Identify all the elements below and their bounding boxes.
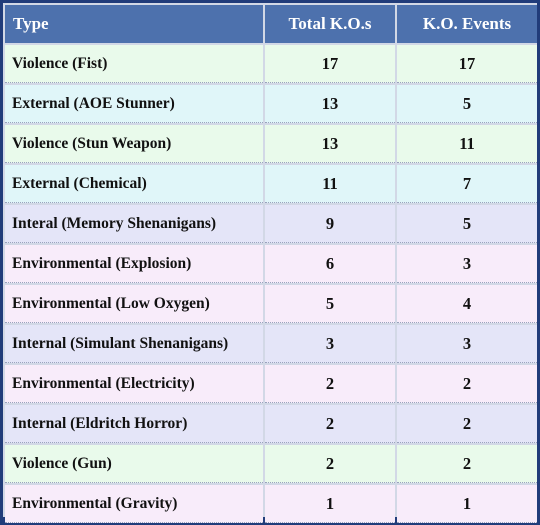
total-kos-cell: 13: [265, 125, 395, 163]
ko-events-cell: 4: [397, 285, 537, 323]
total-kos-cell: 2: [265, 365, 395, 403]
ko-events-cell: 2: [397, 445, 537, 483]
table-row: Violence (Gun) 2 2: [5, 445, 537, 483]
total-kos-cell: 3: [265, 325, 395, 363]
type-cell: Internal (Eldritch Horror): [5, 405, 263, 443]
ko-events-cell: 7: [397, 165, 537, 203]
table-row: Environmental (Low Oxygen) 5 4: [5, 285, 537, 323]
header-total-kos: Total K.O.s: [265, 5, 395, 43]
table-row: External (Chemical) 11 7: [5, 165, 537, 203]
table-row: Internal (Simulant Shenanigans) 3 3: [5, 325, 537, 363]
table-row: Interal (Memory Shenanigans) 9 5: [5, 205, 537, 243]
ko-events-cell: 2: [397, 365, 537, 403]
ko-events-cell: 3: [397, 325, 537, 363]
ko-events-cell: 11: [397, 125, 537, 163]
type-cell: External (AOE Stunner): [5, 85, 263, 123]
total-kos-cell: 2: [265, 405, 395, 443]
type-cell: Environmental (Gravity): [5, 485, 263, 523]
header-ko-events: K.O. Events: [397, 5, 537, 43]
table-row: External (AOE Stunner) 13 5: [5, 85, 537, 123]
total-kos-cell: 17: [265, 45, 395, 83]
total-kos-cell: 1: [265, 485, 395, 523]
table-row: Internal (Eldritch Horror) 2 2: [5, 405, 537, 443]
type-cell: Violence (Fist): [5, 45, 263, 83]
table-row: Violence (Fist) 17 17: [5, 45, 537, 83]
total-kos-cell: 13: [265, 85, 395, 123]
type-cell: External (Chemical): [5, 165, 263, 203]
ko-table-frame: Type Total K.O.s K.O. Events Violence (F…: [3, 3, 537, 523]
ko-table: Type Total K.O.s K.O. Events Violence (F…: [3, 3, 539, 525]
total-kos-cell: 2: [265, 445, 395, 483]
ko-events-cell: 5: [397, 85, 537, 123]
total-kos-cell: 5: [265, 285, 395, 323]
ko-events-cell: 1: [397, 485, 537, 523]
ko-events-cell: 3: [397, 245, 537, 283]
ko-events-cell: 5: [397, 205, 537, 243]
table-row: Environmental (Explosion) 6 3: [5, 245, 537, 283]
ko-events-cell: 2: [397, 405, 537, 443]
type-cell: Environmental (Electricity): [5, 365, 263, 403]
table-row: Violence (Stun Weapon) 13 11: [5, 125, 537, 163]
type-cell: Interal (Memory Shenanigans): [5, 205, 263, 243]
total-kos-cell: 9: [265, 205, 395, 243]
type-cell: Violence (Gun): [5, 445, 263, 483]
header-row: Type Total K.O.s K.O. Events: [5, 5, 537, 43]
type-cell: Internal (Simulant Shenanigans): [5, 325, 263, 363]
total-kos-cell: 6: [265, 245, 395, 283]
header-type: Type: [5, 5, 263, 43]
type-cell: Violence (Stun Weapon): [5, 125, 263, 163]
total-kos-cell: 11: [265, 165, 395, 203]
ko-events-cell: 17: [397, 45, 537, 83]
table-row: Environmental (Gravity) 1 1: [5, 485, 537, 523]
type-cell: Environmental (Low Oxygen): [5, 285, 263, 323]
type-cell: Environmental (Explosion): [5, 245, 263, 283]
table-row: Environmental (Electricity) 2 2: [5, 365, 537, 403]
